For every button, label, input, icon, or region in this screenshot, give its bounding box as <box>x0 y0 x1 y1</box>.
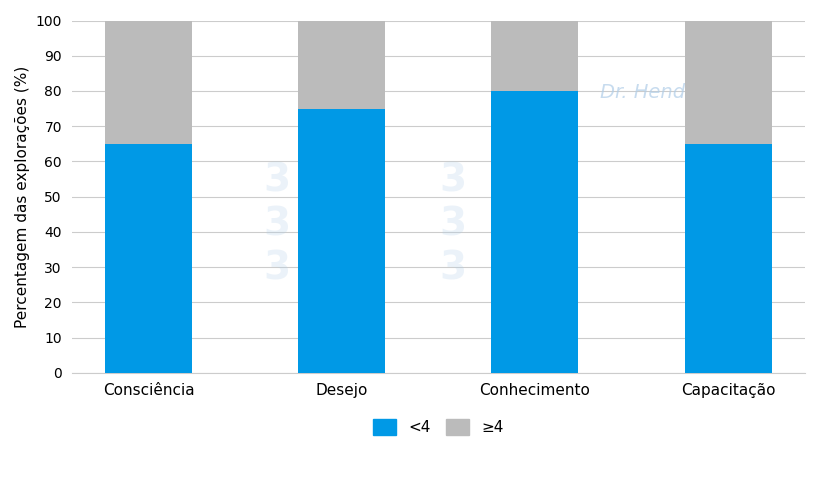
Legend: <4, ≥4: <4, ≥4 <box>365 412 510 443</box>
Text: Dr. Hendrickx: Dr. Hendrickx <box>599 83 731 102</box>
Bar <box>298 20 385 109</box>
Bar <box>491 20 577 91</box>
Text: 3
3
3: 3 3 3 <box>439 162 466 288</box>
Bar <box>491 91 577 373</box>
Bar <box>105 144 192 373</box>
Bar <box>684 144 771 373</box>
Y-axis label: Percentagem das explorações (%): Percentagem das explorações (%) <box>15 66 30 328</box>
Text: 3
3
3: 3 3 3 <box>263 162 290 288</box>
Bar <box>105 20 192 144</box>
Bar <box>684 20 771 144</box>
Bar <box>298 109 385 373</box>
